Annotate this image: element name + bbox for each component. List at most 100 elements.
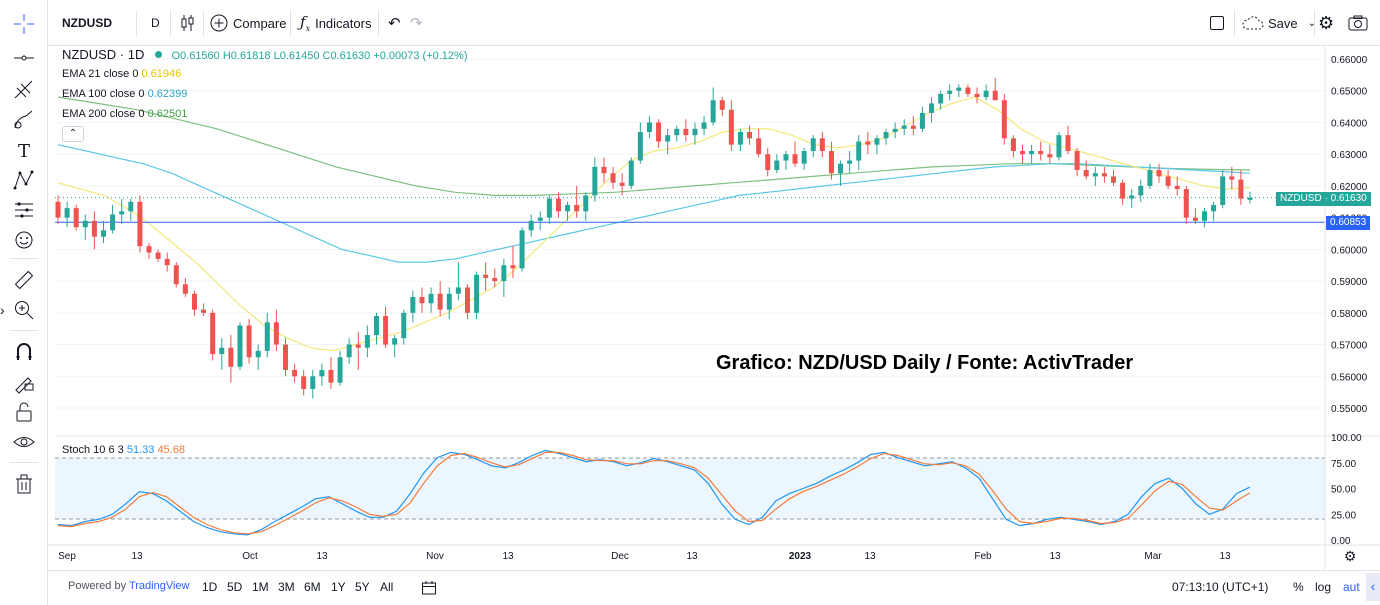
candle-down[interactable]: [1111, 176, 1117, 183]
candle-up[interactable]: [546, 198, 552, 218]
compare-button[interactable]: Compare: [210, 8, 286, 38]
candle-down[interactable]: [510, 265, 516, 269]
candle-down[interactable]: [756, 138, 762, 155]
range-button-5y[interactable]: 5Y: [355, 580, 370, 594]
candle-down[interactable]: [55, 201, 61, 218]
candle-up[interactable]: [428, 293, 434, 304]
goto-date-button[interactable]: [421, 580, 437, 599]
auto-toggle[interactable]: aut: [1343, 580, 1360, 594]
candle-up[interactable]: [938, 93, 944, 104]
candle-down[interactable]: [747, 131, 753, 139]
axis-settings-icon[interactable]: ⚙: [1344, 548, 1357, 564]
candle-up[interactable]: [874, 138, 880, 145]
candle-up[interactable]: [901, 125, 907, 129]
candle-down[interactable]: [1165, 176, 1171, 186]
candle-down[interactable]: [91, 220, 97, 237]
candle-up[interactable]: [1202, 211, 1208, 221]
range-button-5d[interactable]: 5D: [227, 580, 243, 594]
candle-down[interactable]: [1120, 182, 1126, 199]
candle-up[interactable]: [1056, 135, 1062, 158]
candle-up[interactable]: [501, 265, 507, 282]
ruler-icon[interactable]: [12, 268, 36, 292]
candle-up[interactable]: [701, 122, 707, 129]
candle-up[interactable]: [1029, 151, 1035, 155]
candle-down[interactable]: [1038, 151, 1044, 155]
range-button-1m[interactable]: 1M: [252, 580, 269, 594]
stoch-legend[interactable]: Stoch 10 6 3 51.33 45.68: [62, 444, 185, 456]
powered-by[interactable]: Powered by TradingView: [68, 580, 190, 592]
candle-up[interactable]: [919, 112, 925, 129]
pattern-tool-icon[interactable]: [12, 168, 36, 192]
range-button-all[interactable]: All: [380, 580, 394, 594]
candle-up[interactable]: [929, 103, 935, 113]
range-button-6m[interactable]: 6M: [304, 580, 321, 594]
candle-down[interactable]: [1101, 173, 1107, 177]
candle-up[interactable]: [255, 350, 261, 358]
candle-down[interactable]: [191, 293, 197, 310]
candle-up[interactable]: [455, 287, 461, 294]
candle-up[interactable]: [119, 211, 125, 215]
candle-down[interactable]: [73, 208, 79, 228]
candle-up[interactable]: [801, 151, 807, 164]
candle-down[interactable]: [683, 128, 689, 136]
time-axis[interactable]: Sep 13 Oct 13 Nov 13 Dec 13 2023 13 Feb 13 Mar 13 ⚙: [58, 548, 1356, 564]
candle-down[interactable]: [1065, 135, 1071, 152]
candle-up[interactable]: [110, 214, 116, 231]
candle-down[interactable]: [619, 182, 625, 186]
candle-down[interactable]: [210, 312, 216, 355]
magnet-icon[interactable]: [12, 340, 36, 364]
candle-down[interactable]: [273, 322, 279, 345]
candle-up[interactable]: [337, 357, 343, 383]
candle-up[interactable]: [838, 163, 844, 174]
candle-up[interactable]: [446, 293, 452, 310]
legend-title[interactable]: NZDUSD · 1D: [62, 47, 145, 62]
stoch-axis[interactable]: 100.00 75.00 50.00 25.00 0.00: [1331, 433, 1362, 547]
candle-down[interactable]: [910, 125, 916, 129]
candle-down[interactable]: [228, 347, 234, 367]
candle-down[interactable]: [656, 122, 662, 142]
ema200-legend[interactable]: EMA 200 close 0 0.62501: [62, 108, 187, 120]
indicators-button[interactable]: ƒx Indicators: [300, 8, 371, 38]
candle-down[interactable]: [146, 246, 152, 253]
redo-button[interactable]: ↷: [410, 8, 423, 38]
candle-down[interactable]: [483, 274, 489, 278]
candle-up[interactable]: [783, 154, 789, 161]
candle-up[interactable]: [947, 90, 953, 94]
candle-down[interactable]: [828, 151, 834, 174]
scroll-left-button[interactable]: ‹: [1366, 573, 1380, 601]
candle-up[interactable]: [737, 131, 743, 145]
candle-up[interactable]: [346, 344, 352, 358]
brush-icon[interactable]: [12, 108, 36, 132]
symbol-search-button[interactable]: NZDUSD: [62, 8, 112, 38]
candle-up[interactable]: [128, 201, 134, 212]
candle-down[interactable]: [155, 252, 161, 259]
candle-up[interactable]: [646, 122, 652, 132]
candle-down[interactable]: [992, 90, 998, 101]
candle-up[interactable]: [583, 195, 589, 212]
candle-down[interactable]: [601, 166, 607, 174]
crosshair-icon[interactable]: [12, 12, 36, 36]
candle-down[interactable]: [865, 141, 871, 145]
candle-up[interactable]: [1129, 195, 1135, 199]
candle-up[interactable]: [1211, 204, 1217, 212]
candle-up[interactable]: [1220, 176, 1226, 205]
candle-up[interactable]: [373, 315, 379, 336]
candle-up[interactable]: [592, 166, 598, 196]
candle-down[interactable]: [1183, 189, 1189, 218]
candle-down[interactable]: [728, 109, 734, 145]
candle-up[interactable]: [674, 128, 680, 136]
candle-up[interactable]: [692, 128, 698, 136]
candle-up[interactable]: [528, 220, 534, 231]
candle-down[interactable]: [1156, 170, 1162, 177]
save-button[interactable]: Save ⌄: [1242, 8, 1316, 38]
candle-down[interactable]: [437, 293, 443, 310]
candle-down[interactable]: [164, 258, 170, 266]
range-button-3m[interactable]: 3M: [278, 580, 295, 594]
clock-timezone[interactable]: 07:13:10 (UTC+1): [1172, 580, 1269, 594]
candle-down[interactable]: [1047, 154, 1053, 158]
candle-down[interactable]: [282, 344, 288, 370]
zoom-in-icon[interactable]: [12, 298, 36, 322]
candle-down[interactable]: [1238, 179, 1244, 199]
ema100-legend[interactable]: EMA 100 close 0 0.62399: [62, 88, 187, 100]
candles[interactable]: [55, 78, 1253, 399]
